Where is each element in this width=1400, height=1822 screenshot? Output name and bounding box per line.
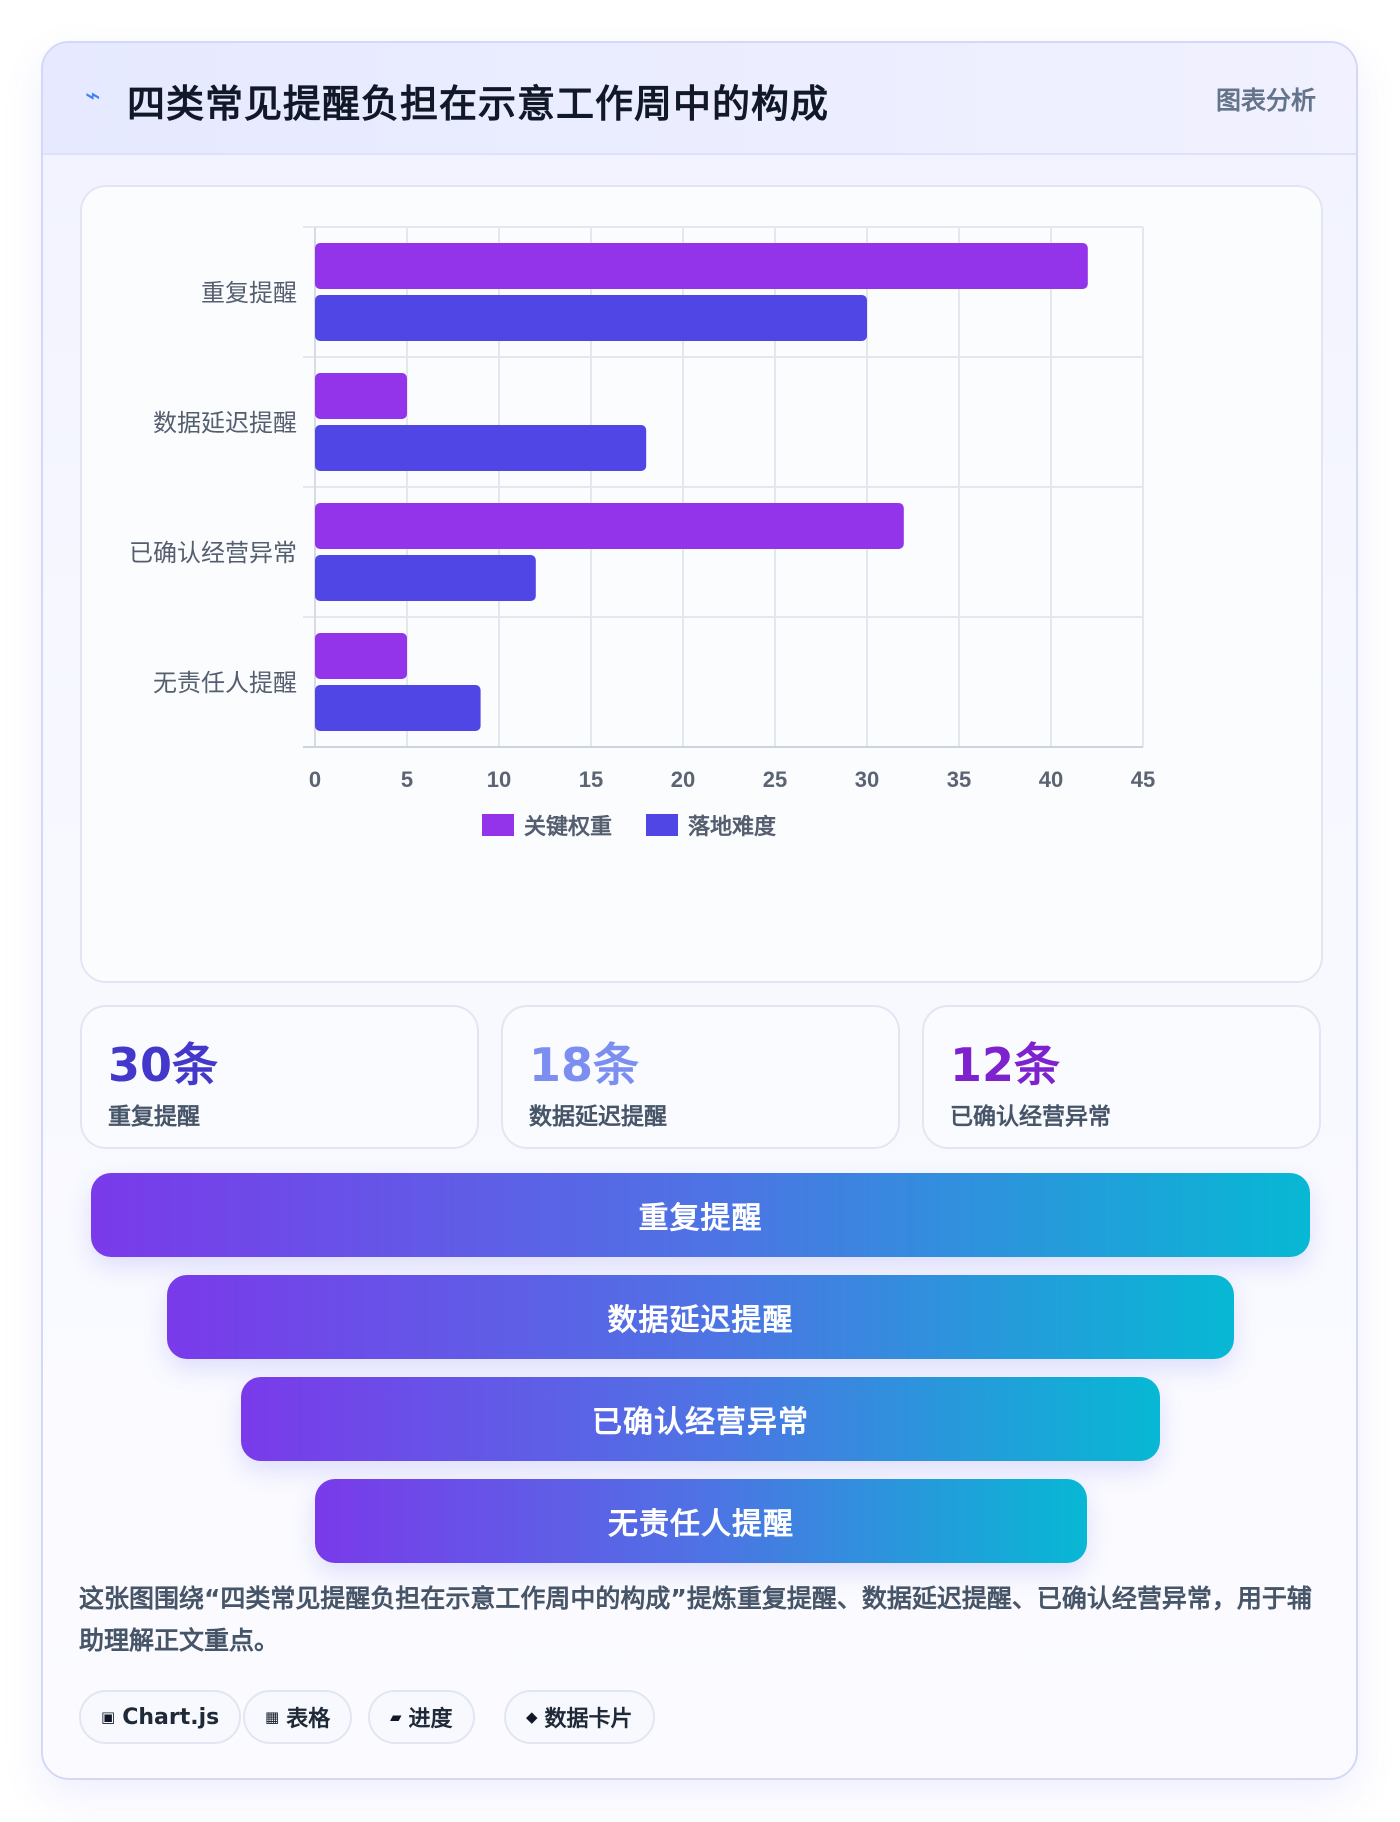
legend-label: 落地难度	[688, 814, 777, 840]
legend-label: 关键权重	[524, 814, 612, 840]
header-tag: 图表分析	[1215, 86, 1316, 115]
chart-card: ⌁ 四类常见提醒负担在示意工作周中的构成 图表分析 重复提醒 数据延迟提醒 已确认经…	[41, 41, 1358, 1780]
x-tick-label: 15	[579, 767, 603, 792]
stat-label: 重复提醒	[108, 1104, 200, 1130]
x-tick-label: 0	[309, 767, 321, 792]
x-tick-label: 30	[855, 767, 879, 792]
x-tick-label: 45	[1131, 767, 1155, 792]
stat-value: 18条	[529, 1038, 640, 1092]
y-tick-label: 已确认经营异常	[129, 539, 297, 567]
chip-label: 表格	[286, 1707, 331, 1732]
stat-card: 30条 重复提醒	[80, 1005, 479, 1149]
funnel-step: 无责任人提醒	[315, 1479, 1087, 1563]
chart-description: 这张图围绕“四类常见提醒负担在示意工作周中的构成”提炼重复提醒、数据延迟提醒、已…	[79, 1584, 1312, 1655]
y-tick-label: 数据延迟提醒	[153, 409, 297, 437]
chart-panel: 重复提醒数据延迟提醒已确认经营异常无责任人提醒 0 5 10 15 20 25 30 35 40 4…	[80, 185, 1323, 983]
funnel-step: 重复提醒	[91, 1173, 1310, 1257]
chip-label: 数据卡片	[544, 1707, 633, 1732]
bar-weight	[315, 373, 407, 419]
stat-value: 30条	[108, 1038, 219, 1092]
y-tick-label: 无责任人提醒	[153, 669, 297, 697]
x-tick-label: 25	[763, 767, 787, 792]
x-tick-label: 40	[1039, 767, 1063, 792]
bar-difficulty	[315, 685, 481, 731]
stat-label: 已确认经营异常	[950, 1104, 1111, 1130]
page-title: 四类常见提醒负担在示意工作周中的构成	[127, 82, 830, 126]
funnel-step: 已确认经营异常	[241, 1377, 1160, 1461]
legend-swatch	[646, 814, 678, 836]
lightning-icon: ⌁	[85, 81, 101, 111]
stat-cards: 30条 重复提醒 18条 数据延迟提醒 12条 已确认经营异常	[80, 1005, 1323, 1149]
bar-weight	[315, 503, 904, 549]
stat-card: 12条 已确认经营异常	[922, 1005, 1321, 1149]
diamond-icon: ◆	[526, 1708, 538, 1726]
chip-data-card[interactable]: ◆ 数据卡片	[504, 1690, 655, 1744]
x-tick-label: 10	[487, 767, 511, 792]
card-header: ⌁ 四类常见提醒负担在示意工作周中的构成 图表分析	[43, 43, 1356, 155]
stat-value: 12条	[950, 1038, 1061, 1092]
stat-card: 18条 数据延迟提醒	[501, 1005, 900, 1149]
chip-progress[interactable]: ▰ 进度	[368, 1690, 475, 1744]
chip-label: 进度	[408, 1707, 453, 1732]
funnel-step: 数据延迟提醒	[167, 1275, 1234, 1359]
bar-weight	[315, 243, 1088, 289]
x-tick-label: 5	[401, 767, 413, 792]
bar-difficulty	[315, 555, 536, 601]
chip-chartjs[interactable]: ▣ Chart.js	[79, 1690, 242, 1744]
x-tick-label: 20	[671, 767, 695, 792]
y-tick-label: 重复提醒	[201, 279, 297, 307]
bar-weight	[315, 633, 407, 679]
chip-label: Chart.js	[122, 1704, 220, 1730]
chart-icon: ▣	[101, 1708, 116, 1726]
legend-swatch	[482, 814, 514, 836]
stat-label: 数据延迟提醒	[529, 1104, 667, 1130]
bar-difficulty	[315, 295, 867, 341]
chip-table[interactable]: ▦ 表格	[243, 1690, 353, 1744]
x-tick-label: 35	[947, 767, 971, 792]
table-icon: ▦	[265, 1708, 280, 1726]
bar-difficulty	[315, 425, 647, 471]
progress-icon: ▰	[390, 1708, 402, 1726]
